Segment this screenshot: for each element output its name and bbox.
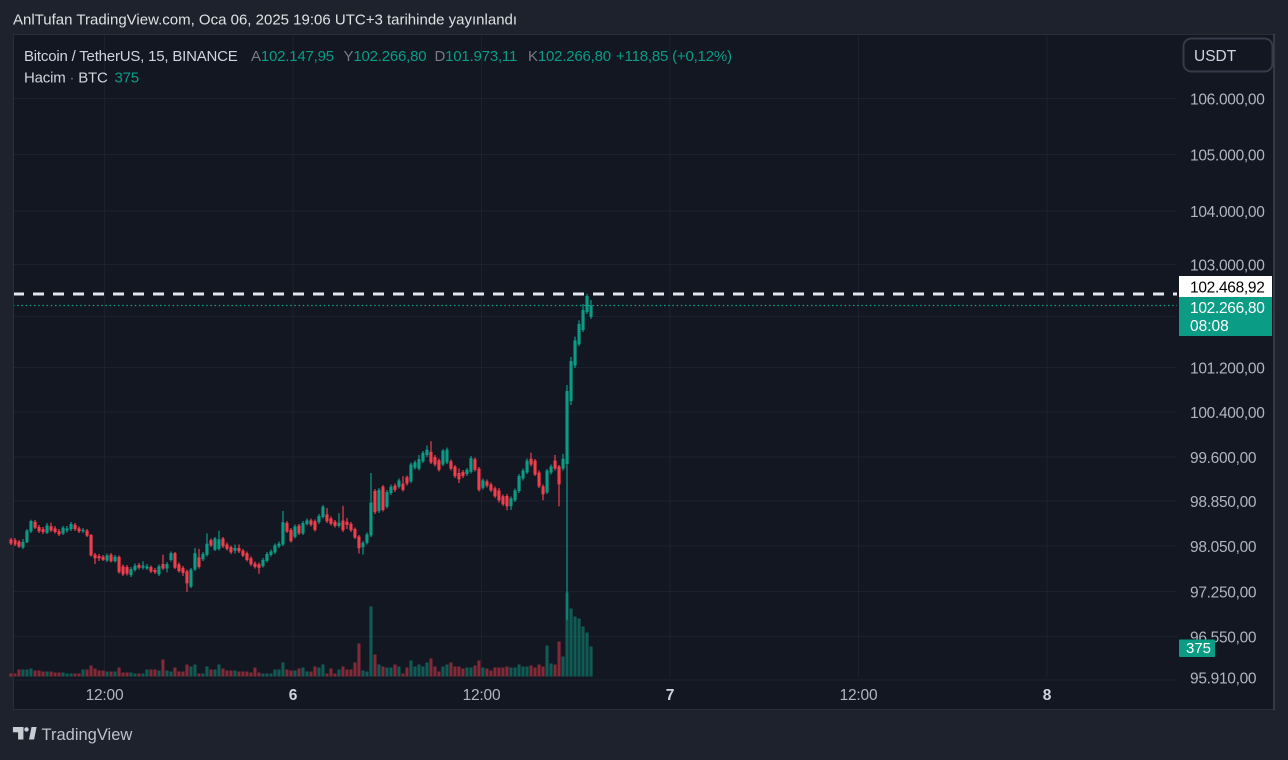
svg-text:98.050,00: 98.050,00 xyxy=(1190,539,1257,556)
svg-text:A102.147,95: A102.147,95 xyxy=(251,48,334,65)
svg-text:375: 375 xyxy=(115,70,139,87)
svg-text:375: 375 xyxy=(1186,640,1211,657)
svg-text:+118,85 (+0,12%): +118,85 (+0,12%) xyxy=(616,48,732,65)
svg-text:08:08: 08:08 xyxy=(1190,318,1229,335)
svg-text:12:00: 12:00 xyxy=(86,687,124,704)
svg-text:Bitcoin / TetherUS, 15, BINANC: Bitcoin / TetherUS, 15, BINANCE xyxy=(24,48,238,65)
svg-text:103.000,00: 103.000,00 xyxy=(1190,258,1265,275)
svg-text:100.400,00: 100.400,00 xyxy=(1190,405,1265,422)
svg-text:AnlTufan TradingView.com, Oca: AnlTufan TradingView.com, Oca 06, 2025 1… xyxy=(13,12,517,29)
svg-text:98.850,00: 98.850,00 xyxy=(1190,494,1257,511)
svg-text:104.000,00: 104.000,00 xyxy=(1190,204,1265,221)
svg-text:12:00: 12:00 xyxy=(840,687,878,704)
svg-text:7: 7 xyxy=(666,687,674,704)
svg-text:Hacim · BTC: Hacim · BTC xyxy=(24,70,108,87)
svg-text:8: 8 xyxy=(1043,687,1052,704)
svg-text:6: 6 xyxy=(289,687,298,704)
svg-text:12:00: 12:00 xyxy=(463,687,501,704)
svg-text:105.000,00: 105.000,00 xyxy=(1190,148,1265,165)
svg-text:106.000,00: 106.000,00 xyxy=(1190,92,1265,109)
svg-text:99.600,00: 99.600,00 xyxy=(1190,450,1257,467)
svg-text:D101.973,11: D101.973,11 xyxy=(435,48,518,65)
svg-text:Y102.266,80: Y102.266,80 xyxy=(344,48,427,65)
svg-text:102.468,92: 102.468,92 xyxy=(1190,280,1265,297)
svg-text:102.266,80: 102.266,80 xyxy=(1190,300,1265,317)
svg-text:TradingView: TradingView xyxy=(42,726,133,744)
svg-text:USDT: USDT xyxy=(1194,48,1237,65)
svg-text:K102.266,80: K102.266,80 xyxy=(528,48,611,65)
svg-text:101.200,00: 101.200,00 xyxy=(1190,361,1265,378)
svg-text:95.910,00: 95.910,00 xyxy=(1190,671,1257,688)
svg-text:97.250,00: 97.250,00 xyxy=(1190,585,1257,602)
